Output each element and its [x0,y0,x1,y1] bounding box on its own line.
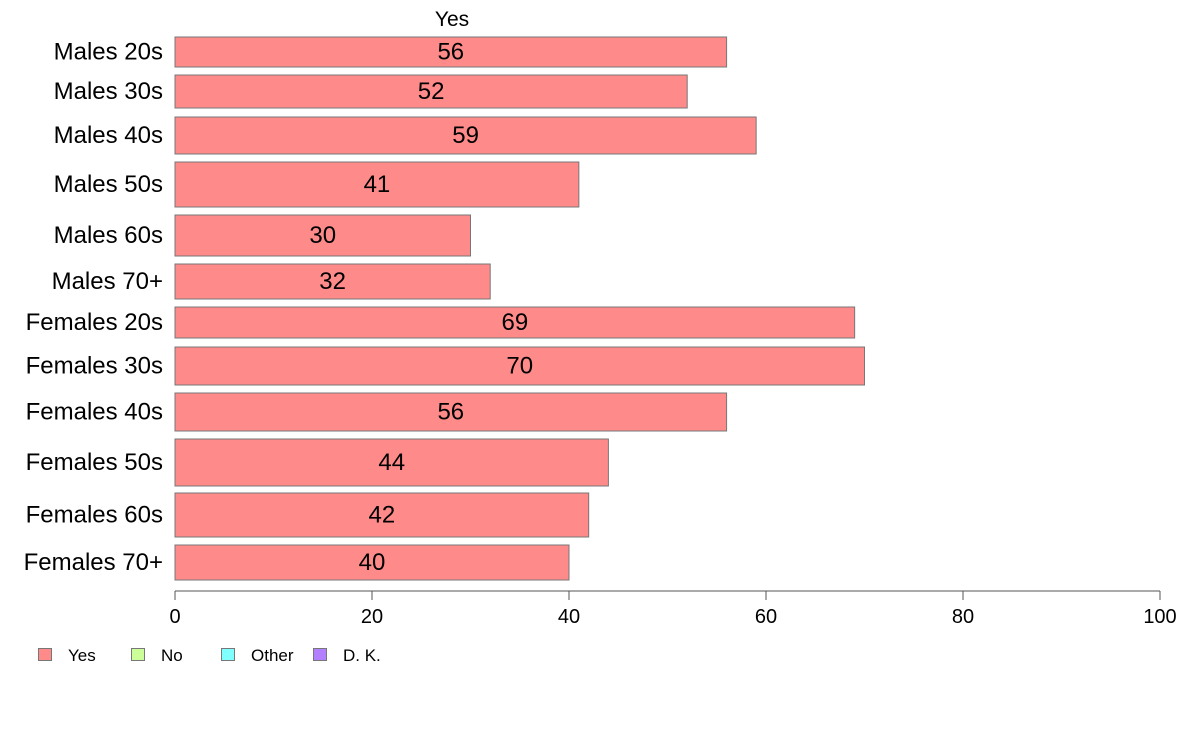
category-label: Females 30s [26,353,163,380]
x-tick-label: 0 [169,606,180,628]
bar [174,392,728,432]
legend-swatch [38,648,52,661]
category-label: Females 50s [26,449,163,476]
category-label: Females 20s [26,309,163,336]
legend-swatch [131,648,145,661]
bar [174,438,609,487]
bar [174,36,728,68]
legend: Yes No Other D. K. [38,646,381,665]
category-label: Females 60s [26,502,163,529]
bar [174,116,757,155]
data-label: 40 [359,549,386,576]
legend-label: No [161,646,183,665]
x-tick-label: 100 [1143,606,1176,628]
data-label: 56 [437,39,464,66]
x-tick-label: 40 [558,606,580,628]
data-label: 59 [452,122,479,149]
data-label: 30 [309,222,336,249]
category-label: Males 20s [54,39,163,66]
data-label: 44 [378,449,405,476]
data-label: 56 [437,399,464,426]
bar [174,306,856,339]
data-label: 41 [364,171,391,198]
category-label: Males 30s [54,78,163,105]
bar [174,214,471,257]
data-label: 69 [501,309,528,336]
category-label: Females 40s [26,399,163,426]
x-axis: 0 20 40 60 80 100 [169,590,1177,628]
bar [174,492,590,538]
category-label: Males 70+ [52,268,163,295]
bar [174,544,570,581]
bar [174,74,688,109]
data-label: 52 [418,78,445,105]
category-label: Males 40s [54,122,163,149]
x-tick-label: 60 [755,606,777,628]
legend-swatch [313,648,327,661]
bar [174,161,580,208]
data-label: 32 [319,268,346,295]
x-tick-label: 80 [952,606,974,628]
category-label: Males 60s [54,222,163,249]
category-labels: Males 20s Males 30s Males 40s Males 50s Male… [24,39,163,577]
bar [174,263,491,300]
legend-label: Other [251,646,294,665]
data-label: 70 [506,353,533,380]
x-tick-label: 20 [361,606,383,628]
category-label: Males 50s [54,171,163,198]
bar [174,346,865,386]
bars-group [174,36,865,581]
data-label: 42 [368,502,395,529]
legend-label: Yes [68,646,96,665]
category-label: Females 70+ [24,549,163,576]
legend-label: D. K. [343,646,381,665]
data-labels: 56 52 59 41 30 32 69 70 56 44 42 40 [309,39,533,577]
legend-swatch [221,648,235,661]
panel-title: Yes [435,8,469,31]
